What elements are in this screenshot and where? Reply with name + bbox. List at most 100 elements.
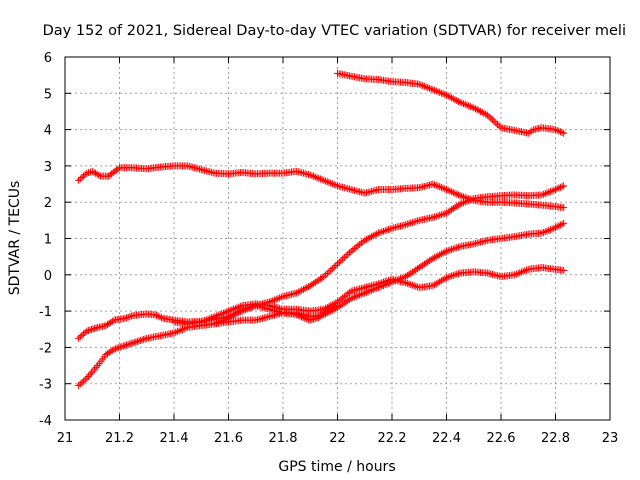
data-point [432,181,440,189]
data-point [436,183,444,191]
axis-ticks [64,56,611,421]
data-point [320,273,328,281]
data-point [465,102,473,110]
data-point [541,190,549,198]
data-point [552,185,559,193]
data-point [434,252,442,260]
data-point [448,94,456,102]
data-point [299,285,307,293]
data-point [294,288,302,296]
y-axis-label: SDTVAR / TECUs [7,181,23,296]
data-point [558,220,566,228]
data-point [325,268,333,276]
data-point [378,279,386,287]
data-point [130,338,138,346]
data-point [466,102,474,110]
data-point [553,185,561,193]
data-point [151,311,159,319]
data-point [422,83,430,91]
data-point [434,88,442,96]
data-point [552,126,559,134]
data-point [437,89,445,97]
data-point [431,254,439,262]
data-point [228,306,236,314]
data-point [463,197,471,205]
data-point [173,328,181,336]
data-point [521,267,529,275]
data-point [298,313,306,321]
data-point [86,326,94,334]
data-point [492,119,500,127]
data-point [357,290,365,298]
data-point [443,91,450,99]
data-point [449,245,457,253]
data-point [439,249,447,257]
data-point [78,331,86,339]
data-point [553,223,561,231]
data-point [87,369,95,377]
data-point [432,87,440,95]
data-point [213,312,221,320]
data-point [449,189,457,197]
data-point [444,92,452,100]
data-point [83,169,91,177]
x-tick-label: 21.4 [160,431,189,446]
data-point [310,315,318,323]
data-point [277,293,285,301]
data-point [548,225,556,233]
data-point [368,233,376,241]
data-point [116,343,124,351]
data-point [356,291,364,299]
data-point [293,289,301,297]
data-point [175,327,183,335]
data-point [461,198,469,206]
data-point [301,284,309,292]
data-point [379,278,387,286]
data-point [330,303,338,311]
data-point [89,325,97,333]
data-point [451,271,459,279]
data-point [218,317,226,325]
y-tick-label: -1 [39,305,52,320]
data-point [453,190,461,198]
data-point [441,210,449,218]
data-point [460,199,468,207]
data-point [337,257,345,265]
data-point [296,312,304,320]
data-point [560,266,568,274]
data-point [386,225,394,233]
data-point [296,287,304,295]
data-point [448,245,456,253]
data-point [335,258,343,266]
data-point [366,234,374,242]
data-point [311,315,319,323]
x-tick-label: 21.8 [269,431,298,446]
x-tick-label: 22.6 [487,431,516,446]
data-point [512,270,520,278]
data-point [441,90,449,98]
data-point [480,109,488,117]
data-point [320,176,328,184]
data-point [555,127,563,135]
data-point [354,292,362,300]
data-point [270,296,278,304]
x-axis-label: GPS time / hours [278,459,395,475]
data-point [560,204,568,212]
data-point [541,228,549,236]
data-point [132,338,140,346]
data-point [216,311,224,319]
data-point [313,314,321,322]
data-point [429,86,437,94]
data-point [431,181,439,189]
data-point [221,308,229,316]
data-point [444,273,452,281]
data-point [446,246,454,254]
data-point [560,219,568,227]
data-point [429,254,437,262]
data-point [310,172,318,180]
data-point [334,302,341,310]
data-point [374,280,382,288]
data-point [381,278,389,286]
y-tick-label: -3 [39,378,52,393]
data-point [466,196,474,204]
